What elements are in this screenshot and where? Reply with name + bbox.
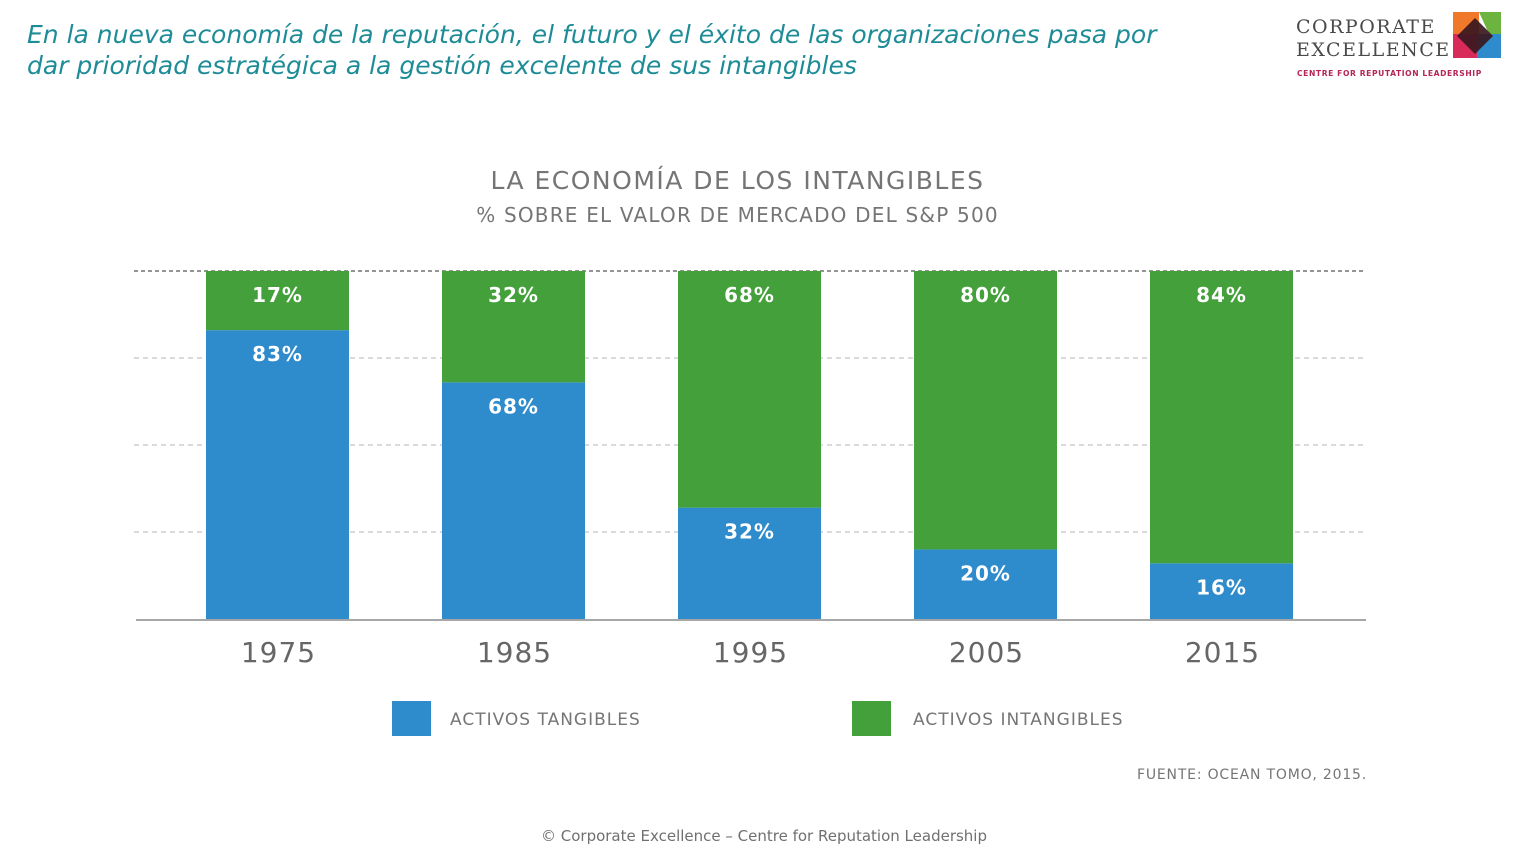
- bar-tangibles-2015: [1150, 563, 1293, 619]
- legend-swatch-tangibles: [392, 701, 431, 736]
- x-tick-label-2015: 2015: [1185, 636, 1260, 669]
- x-tick-label-1975: 1975: [241, 636, 316, 669]
- bar-tangibles-1975: [206, 330, 349, 619]
- chart-title: LA ECONOMÍA DE LOS INTANGIBLES: [490, 166, 985, 195]
- data-label-tangibles-1995: 32%: [724, 520, 775, 544]
- headline-line-1: En la nueva economía de la reputación, e…: [27, 20, 1157, 49]
- data-label-intangibles-1985: 32%: [488, 283, 539, 307]
- copyright-note: © Corporate Excellence – Centre for Repu…: [540, 827, 987, 845]
- data-label-intangibles-2015: 84%: [1196, 283, 1247, 307]
- x-tick-label-2005: 2005: [949, 636, 1024, 669]
- bar-intangibles-1995: [678, 271, 821, 508]
- data-label-tangibles-2005: 20%: [960, 561, 1011, 585]
- headline: En la nueva economía de la reputación, e…: [27, 19, 1247, 81]
- logo-line-2: EXCELLENCE: [1296, 39, 1451, 61]
- bar-intangibles-1985: [442, 271, 585, 383]
- legend-label-tangibles: ACTIVOS TANGIBLES: [450, 710, 641, 730]
- chart-subtitle: % SOBRE EL VALOR DE MERCADO DEL S&P 500: [476, 203, 999, 227]
- headline-line-2: dar prioridad estratégica a la gestión e…: [27, 51, 857, 80]
- logo-line-1: CORPORATE: [1296, 16, 1436, 38]
- data-label-intangibles-2005: 80%: [960, 283, 1011, 307]
- x-tick-label-1985: 1985: [477, 636, 552, 669]
- data-label-tangibles-2015: 16%: [1196, 575, 1247, 599]
- bar-intangibles-2005: [914, 271, 1057, 550]
- bar-tangibles-1995: [678, 507, 821, 619]
- x-tick-label-1995: 1995: [713, 636, 788, 669]
- bar-tangibles-2005: [914, 549, 1057, 619]
- bar-tangibles-1985: [442, 382, 585, 619]
- source-note: FUENTE: OCEAN TOMO, 2015.: [1137, 767, 1367, 783]
- stacked-bar-chart: 17% 83% 1975 32% 68% 1985 68% 32% 1995 80% 20% 2005…: [134, 270, 1366, 669]
- bar-intangibles-2015: [1150, 271, 1293, 564]
- corporate-excellence-logo-mark-icon: [1453, 12, 1501, 58]
- data-label-intangibles-1975: 17%: [252, 283, 303, 307]
- data-label-tangibles-1985: 68%: [488, 394, 539, 418]
- legend-swatch-intangibles: [852, 701, 891, 736]
- data-label-tangibles-1975: 83%: [252, 342, 303, 366]
- logo-tagline: CENTRE FOR REPUTATION LEADERSHIP: [1297, 69, 1482, 78]
- corporate-excellence-logo: CORPORATE EXCELLENCE CENTRE FOR REPUTATI…: [1296, 12, 1506, 84]
- legend-label-intangibles: ACTIVOS INTANGIBLES: [913, 710, 1124, 730]
- bar-intangibles-1975: [206, 271, 349, 331]
- data-label-intangibles-1995: 68%: [724, 283, 775, 307]
